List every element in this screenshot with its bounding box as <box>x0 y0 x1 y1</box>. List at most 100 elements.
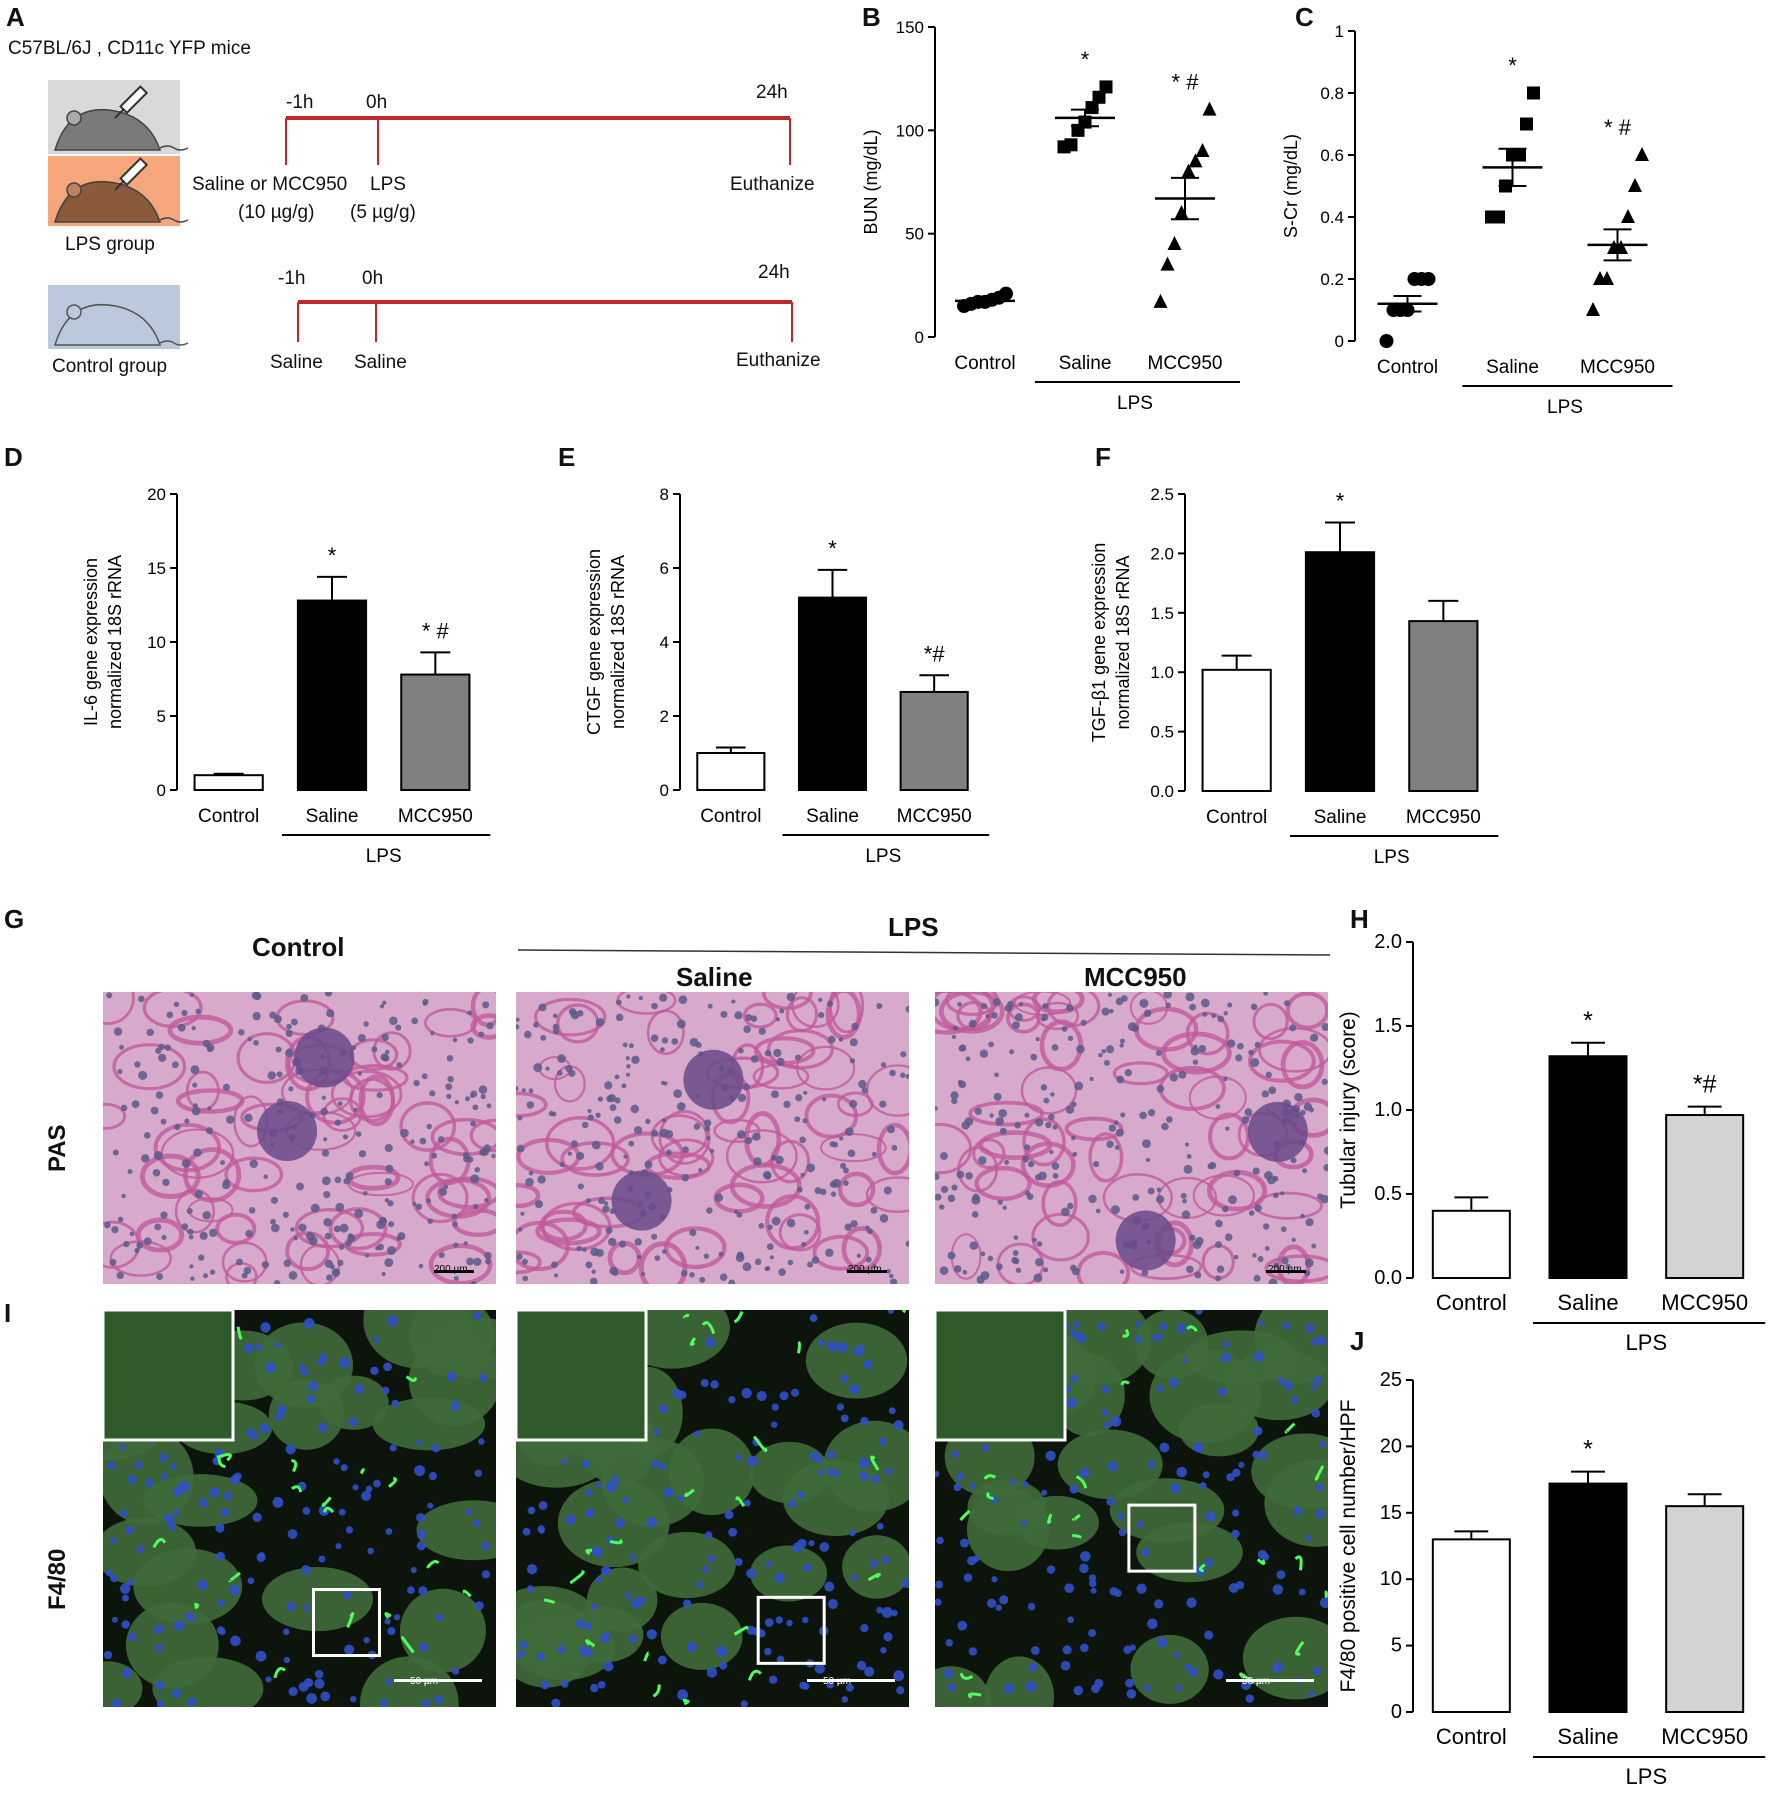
panel-label-i: I <box>4 1298 12 1328</box>
data-point <box>1600 271 1614 285</box>
bar <box>1665 1114 1745 1279</box>
data-point <box>1513 148 1526 162</box>
x-tick-label: MCC950 <box>1580 357 1655 378</box>
x-tick-label: Control <box>700 806 761 827</box>
y-tick-label: 10 <box>1380 1568 1402 1590</box>
panel-label-f: F <box>1095 442 1111 472</box>
y-tick-label: 25 <box>1380 1369 1402 1391</box>
y-tick-label: 0 <box>915 328 924 347</box>
bar <box>1548 1055 1628 1279</box>
y-tick-label: 0 <box>660 781 669 800</box>
y-tick-label: 1.0 <box>1374 1099 1402 1121</box>
data-point <box>1085 101 1099 115</box>
pas-group-control: Control <box>252 932 345 962</box>
y-tick-label: 20 <box>1380 1435 1402 1457</box>
data-point <box>1520 117 1533 131</box>
data-point <box>1181 163 1196 178</box>
x-tick-label: MCC950 <box>1661 1290 1748 1315</box>
chart-d: 0 5 10 15 20 IL-6 gene expression normalized 1… <box>81 485 491 867</box>
data-point <box>1527 86 1540 100</box>
data-point <box>1099 80 1113 94</box>
bar <box>296 599 368 791</box>
syringe-icon <box>114 157 149 191</box>
y-tick-label: 1.5 <box>1374 1015 1402 1037</box>
mouse-icon <box>53 303 189 346</box>
y-tick-label: 50 <box>905 225 924 244</box>
x-tick-label: Control <box>198 806 259 827</box>
significance-mark: * <box>828 536 837 561</box>
control-group-label: Control group <box>52 356 168 377</box>
y-axis-label: CTGF gene expression <box>584 549 604 735</box>
f480-row-label: F4/80 <box>44 1548 71 1610</box>
x-tick-label: Control <box>954 353 1015 374</box>
y-tick-label: 0.0 <box>1374 1267 1402 1289</box>
pas-sub-mcc950: MCC950 <box>1084 962 1187 992</box>
x-tick-label: Saline <box>806 806 859 827</box>
y-axis-label: F4/80 positive cell number/HPF <box>1337 1400 1360 1693</box>
pas-image-control <box>103 992 496 1284</box>
y-tick-label: 6 <box>660 559 669 578</box>
x-tick-label: Saline <box>306 806 359 827</box>
data-point <box>1621 209 1635 223</box>
y-tick-label: 2 <box>660 707 669 726</box>
y-tick-label: 0.2 <box>1320 270 1344 289</box>
panel-label-b: B <box>862 2 881 32</box>
x-tick-label: MCC950 <box>1148 353 1223 374</box>
f480-scale-mcc950: 50 µm <box>1242 1676 1270 1687</box>
control-euthanize: Euthanize <box>736 350 821 371</box>
significance-mark: * <box>1508 53 1517 78</box>
significance-mark: * # <box>1604 115 1632 140</box>
pas-lps-bracket <box>517 949 1331 956</box>
y-tick-label: 2.0 <box>1150 544 1174 563</box>
lps-pre-dose: (10 µg/g) <box>238 202 315 223</box>
significance-mark: * <box>328 543 337 568</box>
bar <box>797 596 868 791</box>
group-label: LPS <box>1626 1330 1668 1355</box>
y-tick-label: 0 <box>1391 1701 1402 1723</box>
syringe-icon <box>114 85 149 119</box>
y-axis-label: Tubular injury (score) <box>1337 1011 1360 1209</box>
chart-j: 0 5 10 15 20 25 F4/80 positive cell number/HPF… <box>1337 1369 1766 1789</box>
data-point <box>1153 293 1168 308</box>
panel-label-a: A <box>6 2 25 32</box>
y-axis-label: normalized 18S rRNA <box>608 555 628 729</box>
data-point <box>999 286 1013 301</box>
y-tick-label: 5 <box>1391 1635 1402 1657</box>
pas-scale-saline: 200 µm <box>848 1264 882 1275</box>
lps-pre-treatment: Saline or MCC950 <box>192 174 348 195</box>
mouse-strain-text: C57BL/6J , CD11c YFP mice <box>8 38 251 59</box>
x-tick-label: MCC950 <box>398 806 473 827</box>
y-axis-label: BUN (mg/dL) <box>861 129 881 234</box>
bar <box>696 752 766 791</box>
y-axis-label: normalized 18S rRNA <box>105 555 125 729</box>
y-tick-label: 1 <box>1335 22 1344 41</box>
y-tick-label: 0.6 <box>1320 146 1344 165</box>
group-label: LPS <box>1547 397 1583 418</box>
lps-time-minus1h: -1h <box>286 92 314 113</box>
pas-image-mcc950 <box>935 992 1328 1284</box>
y-tick-label: 0.5 <box>1374 1183 1402 1205</box>
bar <box>1548 1482 1628 1713</box>
pas-scale-control: 200 µm <box>434 1264 468 1275</box>
x-tick-label: Saline <box>1059 353 1112 374</box>
panel-label-h: H <box>1350 904 1369 934</box>
data-point <box>1202 101 1217 116</box>
data-point <box>1092 90 1106 104</box>
y-axis-label: TGF-β1 gene expression <box>1089 543 1109 742</box>
y-tick-label: 0.0 <box>1150 782 1174 801</box>
data-point <box>1064 138 1078 152</box>
bar <box>899 690 969 791</box>
x-tick-label: MCC950 <box>897 806 972 827</box>
f480-image-control <box>103 1310 496 1707</box>
lps-group-label: LPS group <box>65 234 155 255</box>
panel-a-diagram <box>48 80 793 349</box>
lps-time-0h: 0h <box>366 92 388 113</box>
f480-image-mcc950 <box>935 1310 1328 1707</box>
y-tick-label: 2.0 <box>1374 931 1402 953</box>
control-time-minus1h: -1h <box>278 268 306 289</box>
y-tick-label: 10 <box>147 633 166 652</box>
significance-mark: * <box>1336 489 1345 514</box>
y-tick-label: 0.5 <box>1150 723 1174 742</box>
control-time-24h: 24h <box>758 262 790 283</box>
data-point <box>1160 256 1175 271</box>
